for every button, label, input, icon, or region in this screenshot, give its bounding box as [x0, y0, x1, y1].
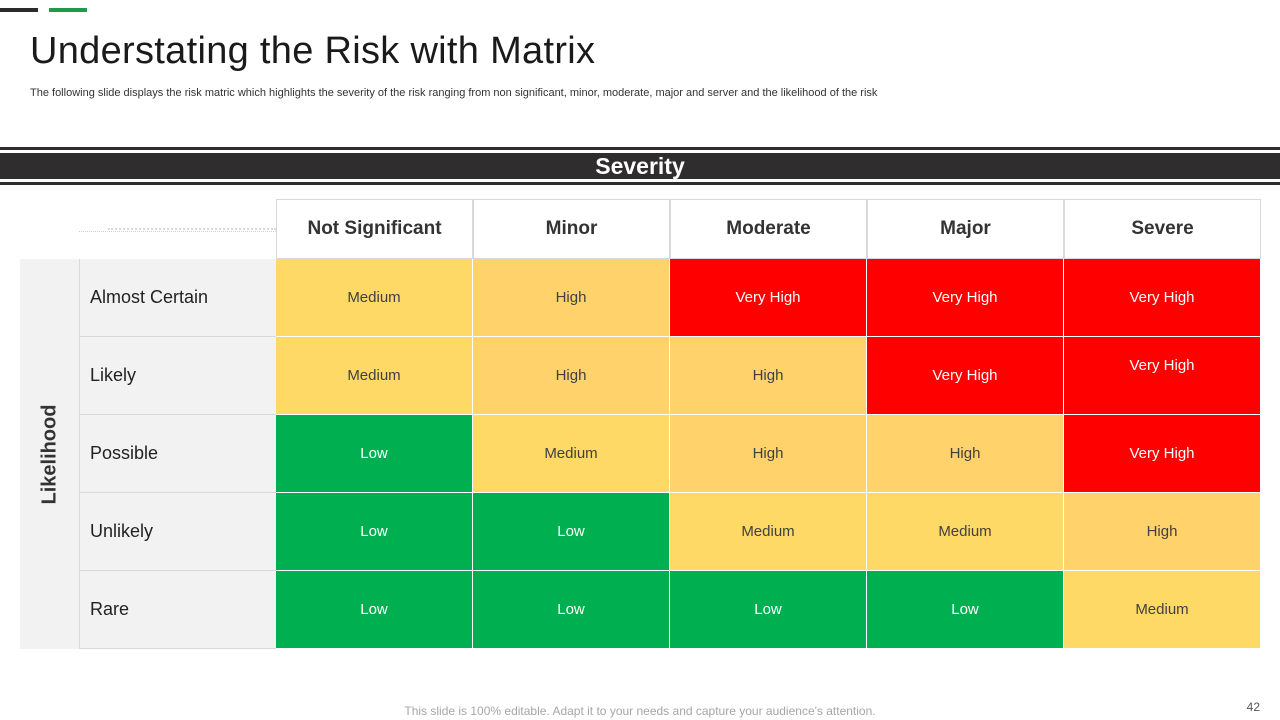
risk-cell: Very High — [670, 259, 867, 337]
page-subtitle: The following slide displays the risk ma… — [30, 87, 878, 99]
corner-divider — [79, 231, 276, 233]
risk-cell: Very High — [1064, 415, 1261, 493]
risk-cell: Very High — [1064, 337, 1261, 415]
likelihood-row-possible: Possible — [79, 415, 276, 493]
severity-banner: Severity — [0, 147, 1280, 185]
risk-cell: Low — [276, 493, 473, 571]
accent-bar-green — [49, 8, 87, 12]
risk-cell: High — [1064, 493, 1261, 571]
risk-cell: Low — [276, 571, 473, 649]
risk-cell: Very High — [867, 259, 1064, 337]
severity-column-minor: Minor — [473, 199, 670, 259]
severity-column-not-significant: Not Significant — [276, 199, 473, 259]
risk-cell: Low — [276, 415, 473, 493]
risk-cell: High — [473, 259, 670, 337]
risk-cell: High — [867, 415, 1064, 493]
risk-cell: Medium — [276, 337, 473, 415]
accent-bar-dark — [0, 8, 38, 12]
footer-note: This slide is 100% editable. Adapt it to… — [404, 704, 876, 718]
risk-cell: Medium — [276, 259, 473, 337]
risk-cell: Low — [473, 571, 670, 649]
likelihood-band: Likelihood — [20, 259, 79, 649]
corner-dotted-line — [108, 228, 276, 230]
likelihood-row-almost-certain: Almost Certain — [79, 259, 276, 337]
severity-column-moderate: Moderate — [670, 199, 867, 259]
risk-cell: Medium — [867, 493, 1064, 571]
risk-cell: Very High — [1064, 259, 1261, 337]
likelihood-label: Likelihood — [38, 404, 60, 504]
risk-cell: Low — [473, 493, 670, 571]
severity-column-major: Major — [867, 199, 1064, 259]
risk-cell: Very High — [867, 337, 1064, 415]
risk-cell: Low — [867, 571, 1064, 649]
risk-cell: Medium — [670, 493, 867, 571]
severity-column-severe: Severe — [1064, 199, 1261, 259]
risk-cell: Low — [670, 571, 867, 649]
severity-label: Severity — [0, 153, 1280, 179]
page-title: Understating the Risk with Matrix — [30, 30, 596, 72]
likelihood-row-likely: Likely — [79, 337, 276, 415]
page-number: 42 — [1246, 700, 1260, 714]
risk-cell: Medium — [473, 415, 670, 493]
risk-cell: High — [670, 415, 867, 493]
likelihood-row-unlikely: Unlikely — [79, 493, 276, 571]
risk-cell: High — [670, 337, 867, 415]
risk-cell: High — [473, 337, 670, 415]
risk-cell: Medium — [1064, 571, 1261, 649]
likelihood-row-rare: Rare — [79, 571, 276, 649]
